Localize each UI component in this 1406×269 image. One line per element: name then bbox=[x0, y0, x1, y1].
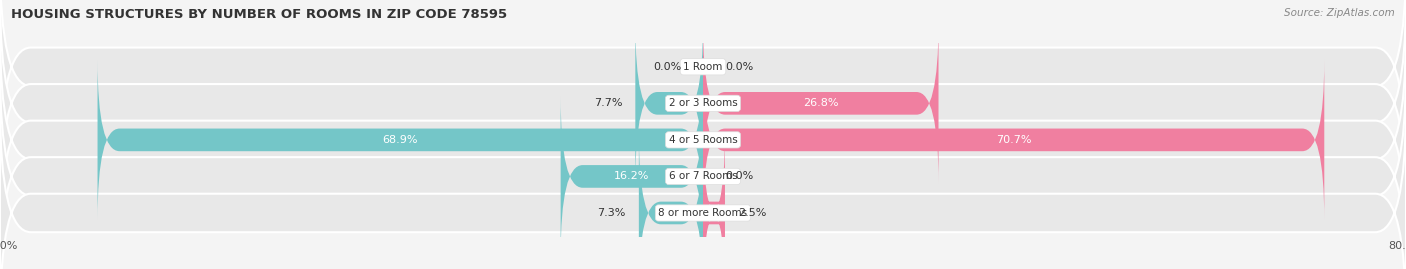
FancyBboxPatch shape bbox=[703, 23, 939, 183]
FancyBboxPatch shape bbox=[638, 133, 703, 269]
FancyBboxPatch shape bbox=[0, 0, 1406, 175]
FancyBboxPatch shape bbox=[561, 96, 703, 256]
FancyBboxPatch shape bbox=[97, 60, 703, 220]
Text: 68.9%: 68.9% bbox=[382, 135, 418, 145]
Text: HOUSING STRUCTURES BY NUMBER OF ROOMS IN ZIP CODE 78595: HOUSING STRUCTURES BY NUMBER OF ROOMS IN… bbox=[11, 8, 508, 21]
Text: 0.0%: 0.0% bbox=[725, 171, 754, 181]
Text: Source: ZipAtlas.com: Source: ZipAtlas.com bbox=[1284, 8, 1395, 18]
Text: 7.7%: 7.7% bbox=[593, 98, 621, 108]
Text: 70.7%: 70.7% bbox=[995, 135, 1032, 145]
Text: 8 or more Rooms: 8 or more Rooms bbox=[658, 208, 748, 218]
Text: 0.0%: 0.0% bbox=[725, 62, 754, 72]
FancyBboxPatch shape bbox=[0, 31, 1406, 249]
FancyBboxPatch shape bbox=[0, 0, 1406, 212]
FancyBboxPatch shape bbox=[703, 60, 1324, 220]
Text: 1 Room: 1 Room bbox=[683, 62, 723, 72]
Text: 6 or 7 Rooms: 6 or 7 Rooms bbox=[669, 171, 737, 181]
FancyBboxPatch shape bbox=[636, 23, 703, 183]
Text: 7.3%: 7.3% bbox=[598, 208, 626, 218]
Text: 26.8%: 26.8% bbox=[803, 98, 838, 108]
Text: 2.5%: 2.5% bbox=[738, 208, 766, 218]
FancyBboxPatch shape bbox=[0, 68, 1406, 269]
Text: 2 or 3 Rooms: 2 or 3 Rooms bbox=[669, 98, 737, 108]
Text: 16.2%: 16.2% bbox=[614, 171, 650, 181]
Text: 0.0%: 0.0% bbox=[652, 62, 681, 72]
FancyBboxPatch shape bbox=[0, 104, 1406, 269]
Text: 4 or 5 Rooms: 4 or 5 Rooms bbox=[669, 135, 737, 145]
FancyBboxPatch shape bbox=[703, 133, 725, 269]
